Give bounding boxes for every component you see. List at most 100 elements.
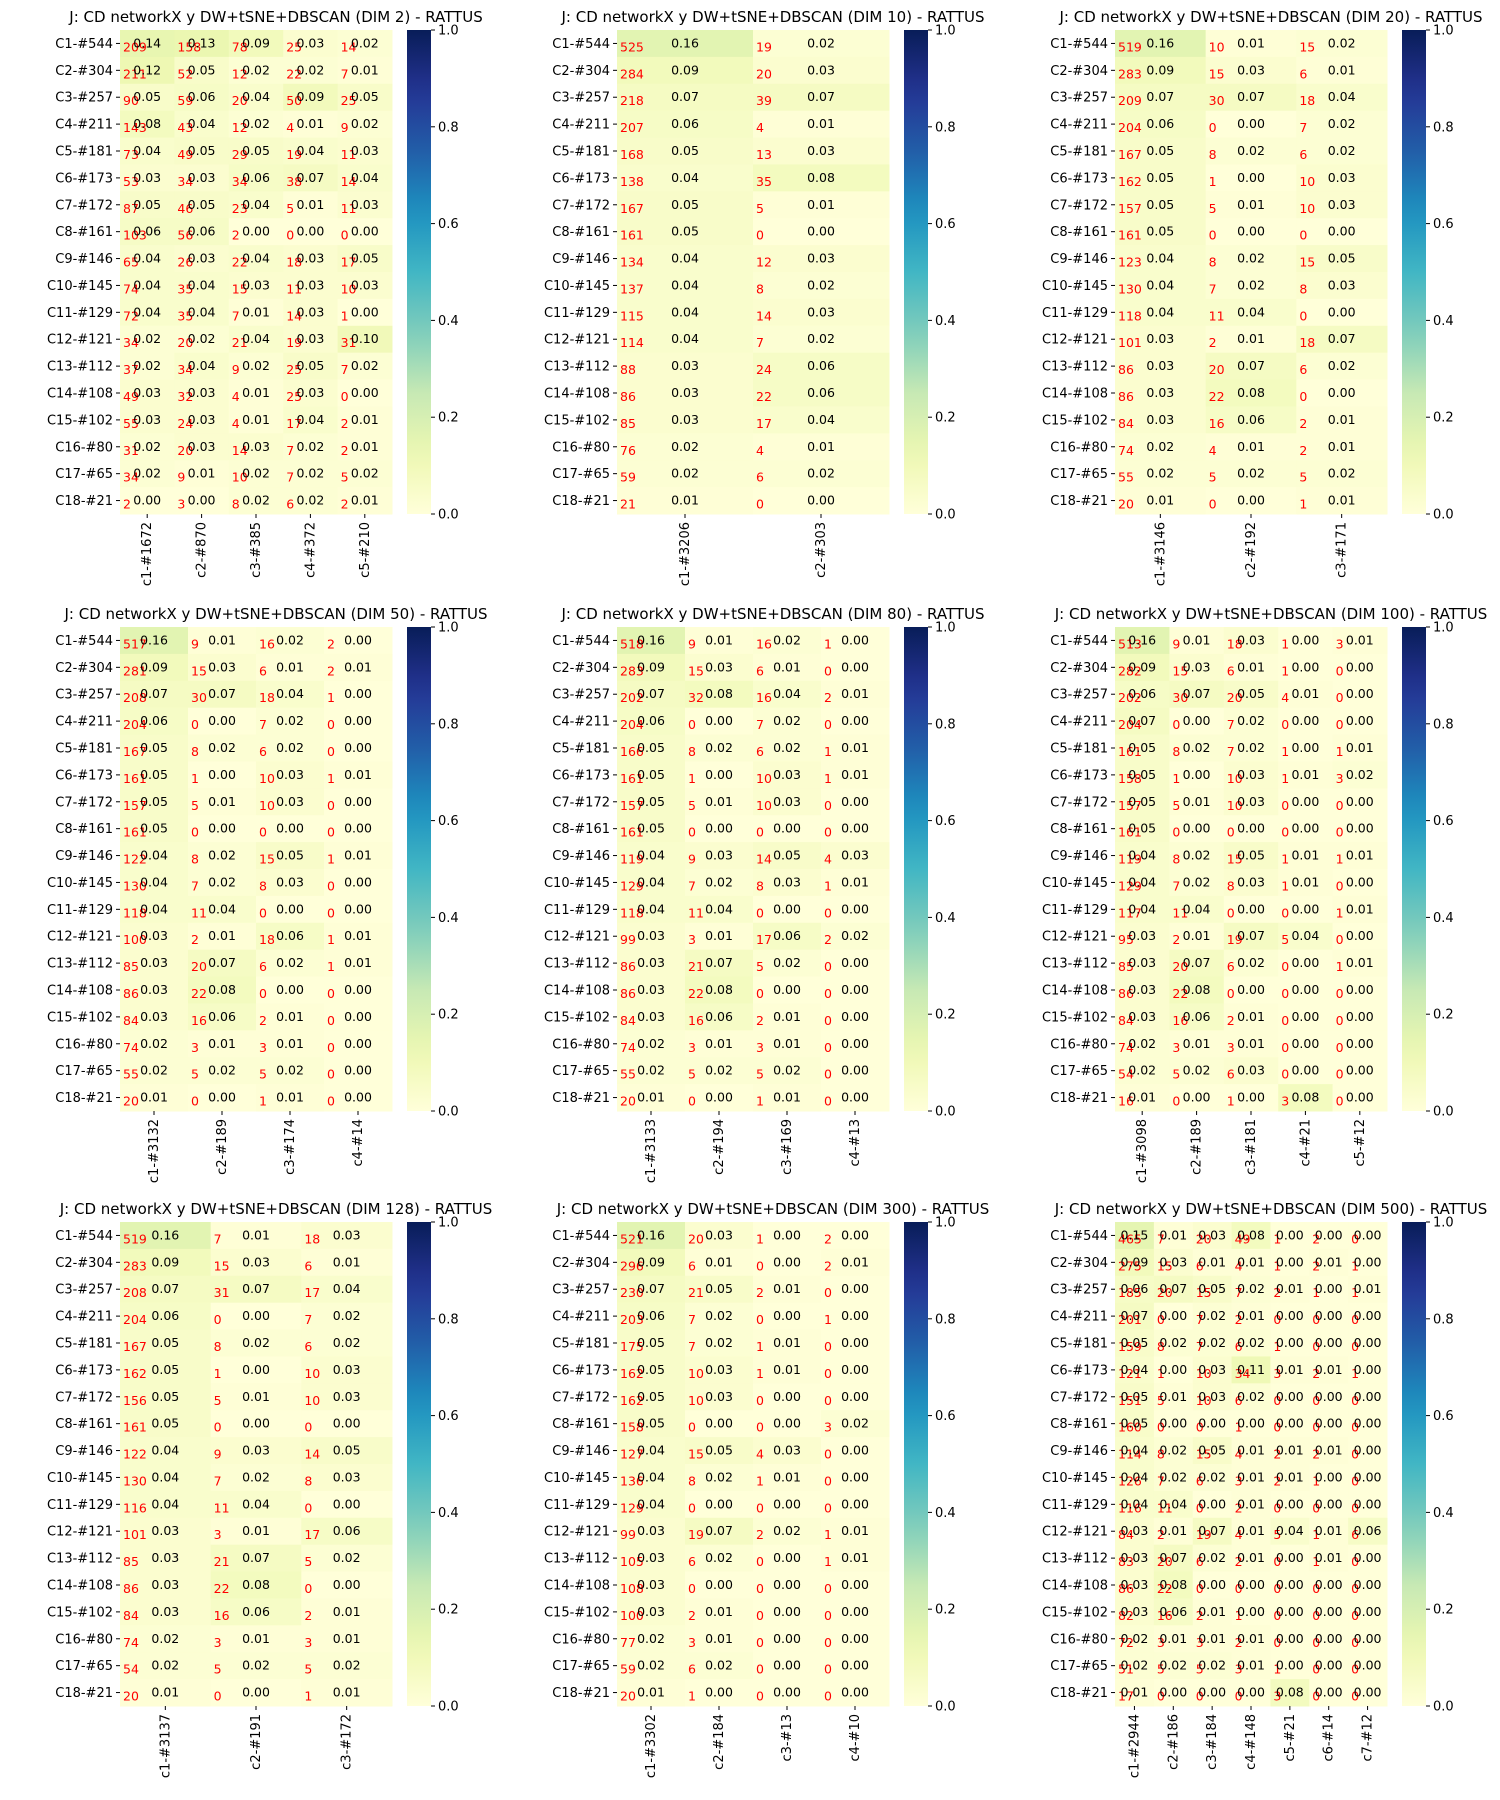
- cell-value-label: 0.02: [1346, 767, 1374, 782]
- cell-value-label: 0.06: [807, 385, 835, 400]
- heatmap-cell: [120, 976, 189, 1004]
- colorbar-tick-label: 0.2: [438, 411, 459, 426]
- cell-value-label: 0.03: [242, 439, 270, 454]
- heatmap-cell: [1115, 245, 1207, 273]
- cell-count-label: 8: [756, 281, 764, 296]
- heatmap-cell: [1115, 707, 1170, 736]
- heatmap-cell: [753, 56, 890, 85]
- cell-count-label: 0: [756, 1662, 764, 1677]
- heatmap-cell: [1115, 1030, 1170, 1058]
- cell-value-label: 0.02: [705, 1063, 733, 1078]
- cell-value-label: 0.00: [1315, 1281, 1343, 1296]
- cell-value-label: 0.04: [351, 170, 379, 185]
- cell-count-label: 7: [756, 717, 764, 732]
- heatmap-cell: [301, 1275, 393, 1304]
- colorbar: [407, 627, 431, 1111]
- cell-value-label: 0.09: [671, 62, 699, 77]
- heatmap-cell: [120, 815, 189, 843]
- cell-value-label: 0.04: [1121, 1469, 1149, 1484]
- cell-count-label: 209: [1118, 93, 1142, 108]
- y-tick-label: C13-#112: [47, 957, 113, 972]
- cell-value-label: 0.00: [1198, 1577, 1226, 1592]
- cell-value-label: 0.03: [276, 794, 304, 809]
- cell-count-label: 35: [177, 308, 193, 323]
- cell-count-label: 0: [688, 1420, 696, 1435]
- heatmap-cell: [120, 1084, 189, 1112]
- cell-count-label: 2: [756, 1527, 764, 1542]
- y-tick-label: C3-#257: [552, 91, 610, 106]
- cell-value-label: 0.06: [637, 1308, 665, 1323]
- heatmap-cell: [1115, 653, 1170, 682]
- cell-value-label: 0.02: [242, 1658, 270, 1673]
- y-tick-label: C6-#173: [552, 768, 610, 783]
- heatmap-cell: [337, 137, 393, 165]
- cell-count-label: 20: [1227, 690, 1243, 705]
- cell-value-label: 0.00: [841, 1604, 869, 1619]
- cell-value-label: 0.10: [351, 331, 379, 346]
- heatmap-cell: [283, 352, 339, 381]
- heatmap-cell: [1278, 653, 1334, 682]
- heatmap-cell: [188, 734, 257, 762]
- cell-count-label: 9: [688, 852, 696, 867]
- colorbar-tick-label: 0.8: [438, 717, 459, 732]
- cell-value-label: 0.09: [151, 1254, 179, 1269]
- cell-value-label: 0.06: [188, 89, 216, 104]
- cell-value-label: 0.00: [344, 874, 372, 889]
- cell-count-label: 20: [191, 959, 207, 974]
- cell-value-label: 0.05: [140, 740, 168, 755]
- cell-count-label: 100: [123, 932, 147, 947]
- cell-count-label: 25: [286, 362, 302, 377]
- cell-count-label: 167: [123, 1339, 147, 1354]
- cell-count-label: 5: [1172, 1067, 1180, 1082]
- cell-count-label: 283: [620, 663, 644, 678]
- cell-value-label: 0.00: [1237, 982, 1265, 997]
- cell-value-label: 0.00: [773, 1658, 801, 1673]
- heatmap-cell: [174, 379, 230, 407]
- cell-count-label: 16: [1172, 1013, 1188, 1028]
- cell-count-label: 208: [123, 690, 147, 705]
- cell-count-label: 38: [286, 174, 302, 189]
- heatmap-cell: [1296, 245, 1388, 273]
- cell-value-label: 0.04: [242, 197, 270, 212]
- cell-value-label: 0.05: [1121, 1416, 1149, 1431]
- heatmap-cell: [120, 352, 175, 381]
- colorbar-tick-label: 0.8: [1433, 1312, 1454, 1327]
- cell-count-label: 0: [1299, 389, 1307, 404]
- cell-count-label: 55: [123, 416, 139, 431]
- cell-value-label: 0.02: [296, 62, 324, 77]
- cell-value-label: 0.04: [151, 1443, 179, 1458]
- heatmap-cell: [617, 949, 686, 978]
- heatmap-cell: [120, 1490, 212, 1519]
- cell-value-label: 0.01: [1315, 1254, 1343, 1269]
- heatmap-cell: [1169, 788, 1225, 816]
- heatmap-cell: [821, 1003, 890, 1031]
- cell-count-label: 8: [688, 744, 696, 759]
- cell-value-label: 0.03: [1128, 928, 1156, 943]
- cell-value-label: 0.06: [1237, 412, 1265, 427]
- heatmap-cell: [1223, 1084, 1279, 1112]
- cell-value-label: 0.04: [807, 412, 835, 427]
- heatmap-cell: [188, 922, 257, 951]
- cell-count-label: 7: [214, 1473, 222, 1488]
- y-tick-label: C15-#102: [47, 1010, 113, 1025]
- cell-value-label: 0.01: [1346, 632, 1374, 647]
- cell-count-label: 0: [1281, 959, 1289, 974]
- cell-value-label: 0.01: [705, 1631, 733, 1646]
- cell-count-label: 0: [327, 798, 335, 813]
- cell-value-label: 0.02: [296, 466, 324, 481]
- heatmap-cell: [821, 1084, 890, 1112]
- cell-value-label: 0.02: [1198, 1550, 1226, 1565]
- cell-value-label: 0.02: [1237, 143, 1265, 158]
- heatmap-cell: [120, 1329, 212, 1357]
- heatmap-cell: [685, 842, 754, 870]
- cell-value-label: 0.05: [140, 794, 168, 809]
- cell-value-label: 0.01: [1291, 686, 1319, 701]
- cell-count-label: 10: [259, 798, 275, 813]
- heatmap-cell: [210, 1410, 302, 1438]
- cell-value-label: 0.00: [133, 493, 161, 508]
- cell-value-label: 0.00: [1354, 1550, 1382, 1565]
- cell-value-label: 0.01: [1237, 35, 1265, 50]
- cell-count-label: 1: [756, 1339, 764, 1354]
- cell-value-label: 0.03: [1121, 1577, 1149, 1592]
- cell-value-label: 0.03: [296, 35, 324, 50]
